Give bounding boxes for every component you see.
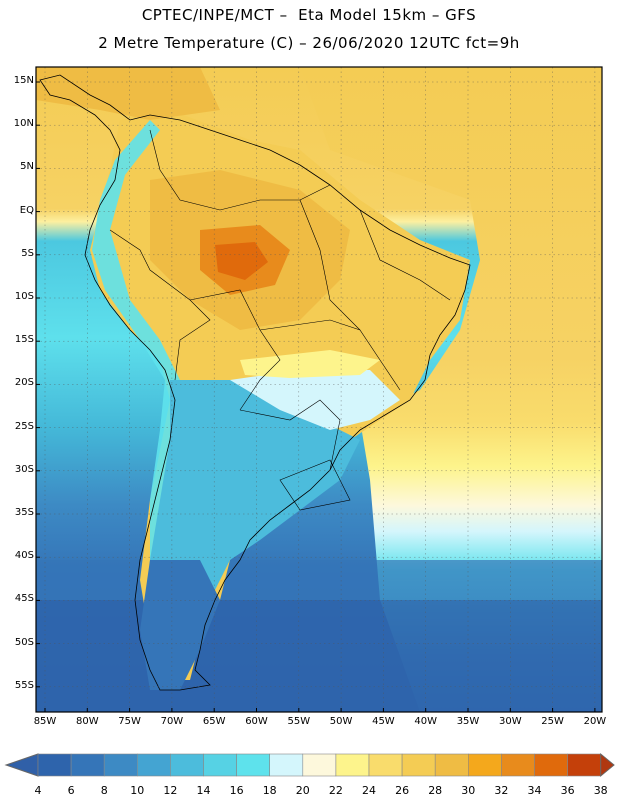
patagonia-cold: [140, 560, 220, 690]
lat-label: 5N: [20, 161, 34, 173]
lon-label: 40W: [414, 716, 437, 727]
legend-swatch: [103, 753, 138, 777]
legend-high-arrow: [600, 752, 615, 778]
legend-label: 28: [428, 784, 443, 797]
central-brazil-mild: [240, 350, 380, 378]
lon-label: 85W: [33, 716, 57, 727]
lon-label: 30W: [498, 716, 522, 727]
legend-swatch: [567, 753, 601, 777]
legend-swatch: [37, 753, 72, 777]
legend-swatch: [534, 753, 568, 777]
lon-label: 75W: [118, 716, 141, 727]
legend-label: 30: [461, 784, 476, 797]
legend-swatch: [269, 753, 304, 777]
legend-swatch: [302, 753, 337, 777]
lat-label: 45S: [14, 593, 34, 605]
legend-label: 12: [163, 784, 178, 797]
coastline: [39, 74, 471, 691]
legend-swatch: [335, 753, 370, 777]
mid-cold-band: [36, 560, 602, 600]
lon-label: 70W: [160, 716, 184, 727]
legend-label: 32: [494, 784, 509, 797]
lon-label: 55W: [287, 716, 311, 727]
lat-label: 55S: [14, 679, 34, 691]
map-frame: [35, 66, 603, 713]
lon-label: 25W: [541, 716, 564, 727]
legend-label: 6: [67, 784, 75, 797]
lon-label: 45W: [372, 716, 395, 727]
legend-swatch: [137, 753, 171, 777]
axis-ticks: [36, 81, 596, 712]
lon-label: 65W: [202, 716, 226, 727]
legend-label: 38: [593, 784, 608, 797]
lat-label: 15S: [14, 334, 34, 346]
amazon-hottest: [215, 242, 268, 280]
lat-label: 30S: [14, 463, 34, 475]
legend-swatch: [170, 753, 204, 777]
southern-cold-band: [36, 600, 602, 712]
andes-cold-spine: [92, 120, 185, 560]
lon-label: 20W: [583, 716, 607, 727]
lat-label: 5S: [21, 247, 34, 259]
chart-title: CPTEC/INPE/MCT – Eta Model 15km – GFS: [141, 6, 477, 24]
legend-label: 20: [295, 784, 310, 797]
country-borders: [109, 129, 451, 511]
legend-label: 24: [362, 784, 376, 797]
legend-label: 14: [196, 784, 211, 797]
legend-label: 10: [130, 784, 145, 797]
legend-swatch: [368, 753, 403, 777]
lon-label: 80W: [75, 716, 99, 727]
legend-label: 34: [527, 784, 542, 797]
lat-label: 50S: [14, 636, 34, 648]
lat-label: 20S: [14, 377, 34, 389]
map-area: [36, 67, 602, 712]
legend-swatch: [467, 753, 502, 777]
legend-low-arrow: [4, 753, 39, 777]
legend-label: 22: [328, 784, 343, 797]
lon-label: 60W: [245, 716, 268, 727]
legend-label: 18: [262, 784, 277, 797]
legend-swatch: [203, 753, 237, 777]
legend-label: 4: [34, 784, 42, 797]
legend-label: 26: [395, 784, 410, 797]
lat-label: 10S: [14, 291, 34, 302]
legend-swatch: [70, 753, 105, 777]
color-legend: [4, 752, 615, 778]
legend-label: 16: [229, 784, 244, 797]
legend-swatch: [236, 753, 271, 777]
lat-label: 40S: [14, 550, 34, 562]
lat-label: 25S: [14, 420, 34, 432]
lat-label: 15N: [13, 75, 34, 86]
legend-label: 36: [560, 784, 575, 797]
chart-subtitle: 2 Metre Temperature (C) – 26/06/2020 12U…: [98, 34, 520, 52]
legend-swatch: [434, 753, 469, 777]
lat-label: 35S: [14, 507, 34, 518]
lat-label: EQ: [19, 204, 34, 216]
legend-swatch: [501, 753, 535, 777]
legend-swatch: [401, 753, 436, 777]
lat-label: 10N: [13, 118, 34, 130]
se-brazil-transition: [230, 370, 400, 430]
legend-label: 8: [100, 784, 108, 797]
lon-label: 35W: [456, 716, 480, 727]
atlantic-field: [300, 67, 602, 712]
lon-label: 50W: [329, 716, 353, 727]
